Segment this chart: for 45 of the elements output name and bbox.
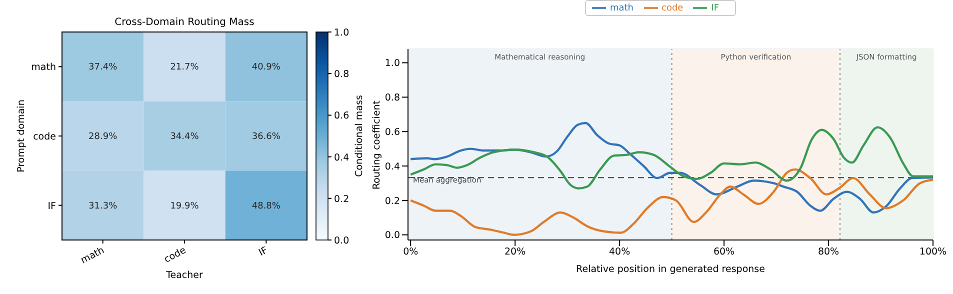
y-tick-label: IF xyxy=(48,200,56,212)
color-bar-label: 0.8 xyxy=(334,69,350,80)
y-tick-label: code xyxy=(33,132,56,142)
color-bar-label: 1.0 xyxy=(334,28,350,38)
x-tick-label: 0% xyxy=(403,246,418,258)
color-bar-label: 0.6 xyxy=(334,110,350,122)
data-label: 31.3% xyxy=(88,201,118,212)
x-tick-label: 20% xyxy=(504,246,526,258)
color-bar-title: Conditional mass xyxy=(354,95,365,177)
line-series xyxy=(410,122,933,214)
y-tick-label: 1.0 xyxy=(384,58,400,70)
y-tick-label: 0.8 xyxy=(384,92,400,104)
y-tick-label: 0.6 xyxy=(384,126,400,138)
data-label: 19.9% xyxy=(170,201,200,212)
data-label: 36.6% xyxy=(252,132,281,142)
legend-label: math xyxy=(610,3,634,14)
x-tick-label: 100% xyxy=(919,246,947,258)
y-tick-label: 0.0 xyxy=(384,230,400,242)
x-axis-title: Teacher xyxy=(165,270,204,281)
x-tick-label: 60% xyxy=(713,246,735,258)
data-label: 48.8% xyxy=(252,201,281,212)
y-tick-label: 0.2 xyxy=(384,196,400,207)
x-tick-label: math xyxy=(79,244,106,266)
color-bar-label: 0.0 xyxy=(334,236,350,246)
y-tick-label: 0.4 xyxy=(384,161,400,172)
line-series xyxy=(410,168,933,236)
color-bar-label: 0.2 xyxy=(334,194,350,205)
color-bar-label: 0.4 xyxy=(334,152,350,164)
x-tick-label: 80% xyxy=(818,246,840,258)
x-tick-label: 40% xyxy=(609,246,630,258)
data-label: 28.9% xyxy=(88,132,118,142)
y-axis-title: Routing coefficient xyxy=(371,100,382,190)
x-tick-label: code xyxy=(162,244,188,266)
x-axis-title: Relative position in generated response xyxy=(576,264,766,275)
legend-label: IF xyxy=(711,3,720,14)
data-label: 21.7% xyxy=(170,62,200,73)
legend-label: code xyxy=(662,3,684,14)
y-axis-title: Prompt domain xyxy=(16,100,27,172)
data-label: 34.4% xyxy=(170,132,200,142)
line-series xyxy=(410,126,933,190)
y-tick-label: math xyxy=(31,62,56,74)
data-label: 40.9% xyxy=(252,62,281,73)
x-tick-label: IF xyxy=(257,244,270,259)
data-label: 37.4% xyxy=(88,62,118,73)
chart-title: Cross-Domain Routing Mass xyxy=(114,17,254,28)
